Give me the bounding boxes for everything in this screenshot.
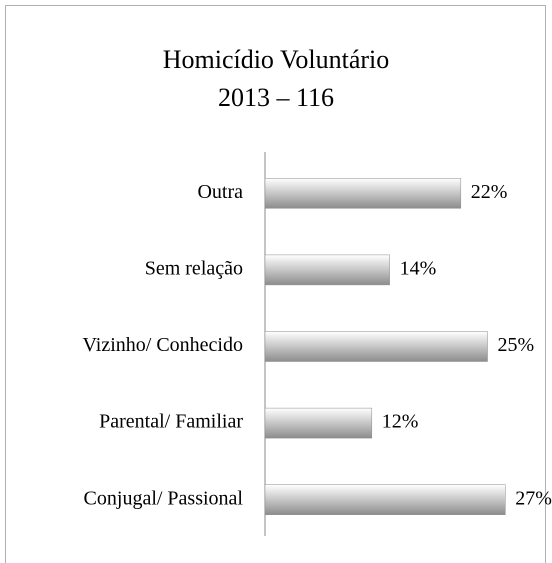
y-tick-label: Vizinho/ Conhecido	[83, 334, 243, 356]
y-tick-label: Conjugal/ Passional	[84, 487, 244, 509]
data-label: 22%	[471, 181, 508, 203]
chart-subtitle: 2013 – 116	[218, 83, 334, 112]
data-label: 27%	[515, 487, 552, 509]
data-label: 14%	[400, 257, 437, 279]
bar	[264, 331, 488, 362]
data-label: 12%	[382, 411, 419, 433]
y-tick-label: Sem relação	[145, 257, 243, 279]
bar	[264, 484, 506, 515]
bar	[264, 178, 462, 209]
chart-title: Homicídio Voluntário	[163, 45, 390, 74]
bar	[264, 254, 390, 286]
y-tick-label: Outra	[197, 181, 243, 203]
bar	[264, 407, 373, 439]
data-label: 25%	[498, 334, 535, 356]
y-tick-label: Parental/ Familiar	[99, 411, 243, 433]
chart-border	[5, 5, 546, 563]
